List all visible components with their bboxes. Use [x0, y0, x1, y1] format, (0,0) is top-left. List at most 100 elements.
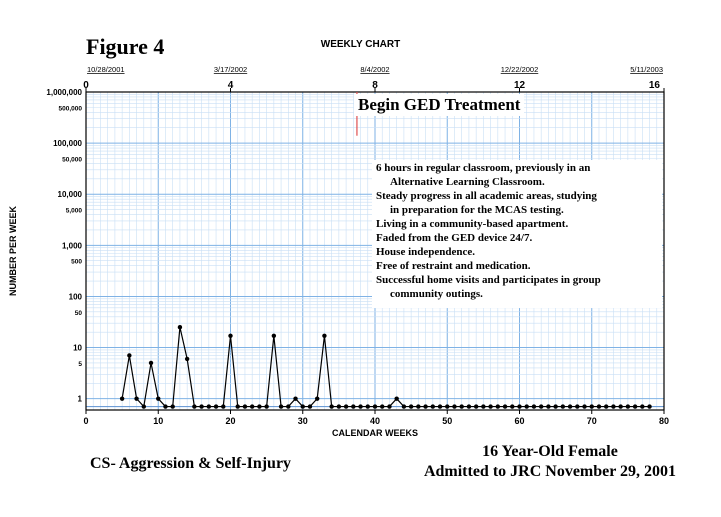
data-point	[286, 404, 291, 409]
annotation-line: Alternative Learning Classroom.	[390, 176, 545, 188]
data-point	[322, 333, 327, 338]
x-tick-label: 70	[587, 416, 597, 426]
data-point	[567, 404, 573, 409]
data-point	[524, 404, 529, 409]
annotation-line: House independence.	[376, 246, 476, 258]
data-point	[343, 404, 349, 409]
data-point	[119, 396, 125, 401]
data-point	[213, 404, 219, 409]
annotation-line: Free of restraint and medication.	[376, 260, 531, 272]
data-point	[141, 404, 146, 409]
data-point	[387, 404, 392, 409]
annotation-line: Living in a community-based apartment.	[376, 218, 569, 230]
y-tick-label: 1	[78, 395, 83, 404]
figure-label: Figure 4	[86, 34, 165, 59]
top-tick-label: 16	[649, 80, 661, 91]
data-point	[221, 404, 226, 409]
data-point	[459, 404, 464, 409]
data-point	[589, 404, 594, 409]
data-point	[249, 404, 255, 409]
data-point	[611, 404, 616, 409]
y-tick-label: 100	[69, 292, 83, 301]
annotation-line: Steady progress in all academic areas, s…	[376, 190, 597, 202]
data-point	[134, 396, 139, 401]
data-series	[119, 325, 652, 409]
x-tick-label: 60	[514, 416, 524, 426]
footer-admission: Admitted to JRC November 29, 2001	[423, 463, 677, 480]
annotation-line: Faded from the GED device 24/7.	[376, 232, 533, 244]
data-point	[408, 404, 414, 409]
y-tick-label: 500	[71, 259, 82, 266]
y-tick-label: 10,000	[58, 190, 83, 199]
data-point	[445, 404, 450, 409]
data-point	[372, 404, 378, 409]
data-point	[177, 325, 183, 330]
y-tick-label: 500,000	[59, 105, 83, 112]
data-point	[416, 404, 421, 409]
data-point	[452, 404, 457, 409]
data-point	[264, 404, 269, 409]
annotation-line: 6 hours in regular classroom, previously…	[376, 162, 591, 174]
data-point	[546, 404, 551, 409]
data-point	[329, 404, 334, 409]
data-point	[625, 404, 631, 409]
series-line	[121, 327, 650, 408]
x-tick-label: 80	[659, 416, 669, 426]
top-date-label: 12/22/2002	[501, 65, 539, 74]
x-tick-label: 20	[225, 416, 235, 426]
top-date-label: 10/28/2001	[87, 65, 125, 74]
data-point	[488, 404, 493, 409]
data-point	[560, 404, 566, 409]
footer-client-info: 16 Year-Old Female Admitted to JRC Novem…	[380, 442, 720, 482]
x-tick-label: 0	[83, 416, 88, 426]
data-point	[604, 404, 609, 409]
data-point	[163, 404, 168, 409]
data-point	[271, 333, 277, 338]
y-tick-label: 100,000	[53, 139, 82, 148]
data-point	[380, 404, 385, 409]
x-axis-label: CALENDAR WEEKS	[332, 428, 418, 438]
data-point	[466, 404, 472, 409]
y-tick-label: 1,000,000	[46, 88, 82, 97]
data-point	[575, 404, 580, 409]
x-tick-label: 10	[153, 416, 163, 426]
data-point	[170, 404, 175, 409]
x-tick-label: 30	[298, 416, 308, 426]
y-tick-label: 5,000	[66, 208, 83, 215]
data-point	[307, 404, 313, 409]
data-point	[481, 404, 486, 409]
data-point	[257, 404, 262, 409]
y-tick-label: 50,000	[62, 156, 82, 163]
footer-behavior-label: CS- Aggression & Self-Injury	[90, 455, 292, 472]
data-point	[351, 404, 356, 409]
data-point	[394, 396, 399, 401]
data-point	[235, 404, 240, 409]
top-tick-label: 0	[83, 80, 89, 91]
data-point	[293, 396, 298, 401]
data-point	[206, 404, 212, 409]
data-point	[358, 404, 363, 409]
data-point	[192, 404, 197, 409]
data-point	[502, 404, 508, 409]
data-point	[242, 404, 248, 409]
data-point	[228, 333, 233, 338]
y-tick-label: 50	[75, 310, 83, 317]
data-point	[278, 404, 284, 409]
annotation-line: Successful home visits and participates …	[376, 274, 601, 286]
data-point	[538, 404, 544, 409]
data-point	[531, 404, 537, 409]
top-tick-label: 8	[372, 80, 378, 91]
data-point	[365, 404, 370, 409]
annotation-line: in preparation for the MCAS testing.	[390, 204, 564, 216]
y-tick-label: 1,000	[62, 241, 83, 250]
annotation-line: community outings.	[390, 288, 483, 300]
data-point	[553, 404, 558, 409]
data-point	[495, 404, 501, 409]
data-point	[184, 356, 190, 362]
x-tick-label: 50	[442, 416, 452, 426]
data-point	[618, 404, 623, 409]
data-point	[632, 404, 638, 409]
data-point	[300, 404, 305, 409]
data-point	[473, 404, 479, 409]
data-point	[148, 360, 154, 366]
